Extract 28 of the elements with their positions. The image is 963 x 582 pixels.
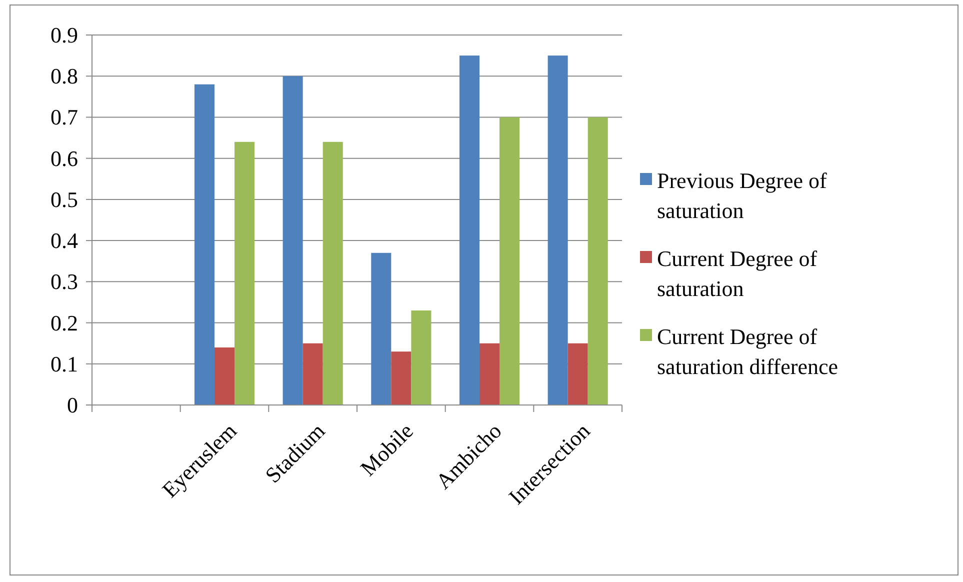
- bar: [214, 347, 235, 405]
- y-tick-label: 0.5: [50, 186, 78, 212]
- bar: [459, 56, 480, 405]
- legend-label: Current Degree of saturation: [657, 246, 818, 300]
- y-tick-label: 0.4: [50, 228, 78, 254]
- bar: [194, 84, 214, 405]
- bar: [588, 117, 608, 405]
- bar: [302, 343, 323, 405]
- y-tick-label: 0.3: [50, 269, 78, 294]
- bar: [234, 142, 255, 405]
- y-tick-label: 0: [67, 392, 78, 418]
- bar: [548, 56, 568, 405]
- bar: [568, 343, 588, 405]
- bar: [322, 142, 343, 405]
- legend-label: Current Degree of saturation difference: [657, 324, 838, 378]
- bar: [282, 76, 303, 405]
- bar: [479, 343, 500, 405]
- y-tick-label: 0.9: [50, 22, 78, 48]
- bar: [411, 310, 432, 405]
- legend-label: Previous Degree of saturation: [657, 168, 828, 222]
- y-tick-label: 0.1: [50, 351, 78, 376]
- y-tick-label: 0.7: [50, 104, 78, 130]
- bar: [391, 352, 412, 405]
- y-tick-label: 0.2: [50, 310, 78, 336]
- y-tick-label: 0.8: [50, 64, 78, 89]
- bar: [500, 117, 520, 405]
- bar: [371, 252, 392, 405]
- y-tick-label: 0.6: [50, 146, 78, 171]
